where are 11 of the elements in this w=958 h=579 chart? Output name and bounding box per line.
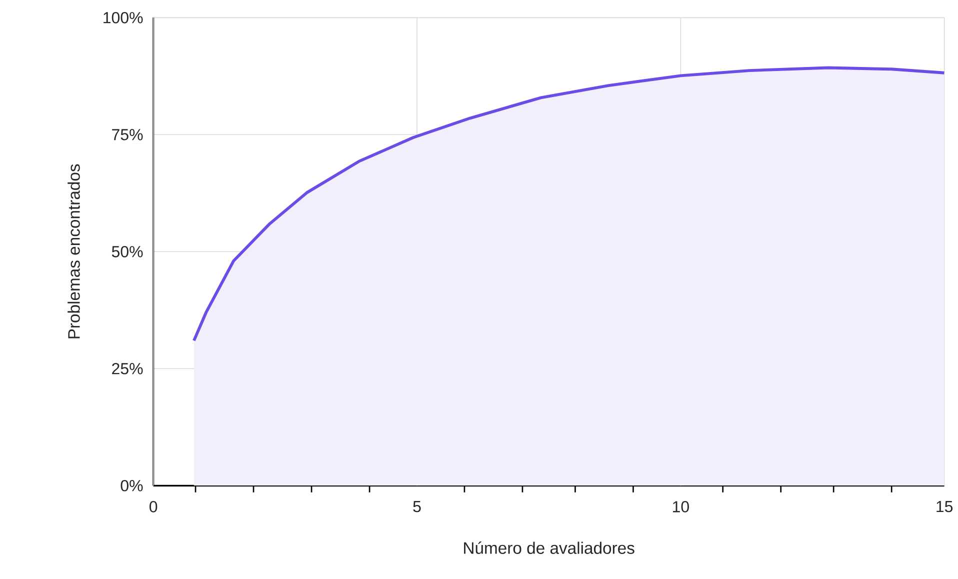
y-tick-label: 0% [120,480,143,492]
x-tick-label: 0 [150,501,158,512]
y-axis-title: Problemas encontrados [68,164,80,338]
y-tick-label: 50% [112,246,143,258]
x-tick-label: 15 [936,501,953,512]
x-axis-title: Número de avaliadores [464,542,634,554]
x-tick-label: 5 [413,501,421,512]
x-tick-label: 10 [672,501,689,512]
y-tick-label: 75% [112,129,143,140]
y-tick-label: 100% [104,12,143,24]
y-tick-label: 25% [112,363,143,374]
